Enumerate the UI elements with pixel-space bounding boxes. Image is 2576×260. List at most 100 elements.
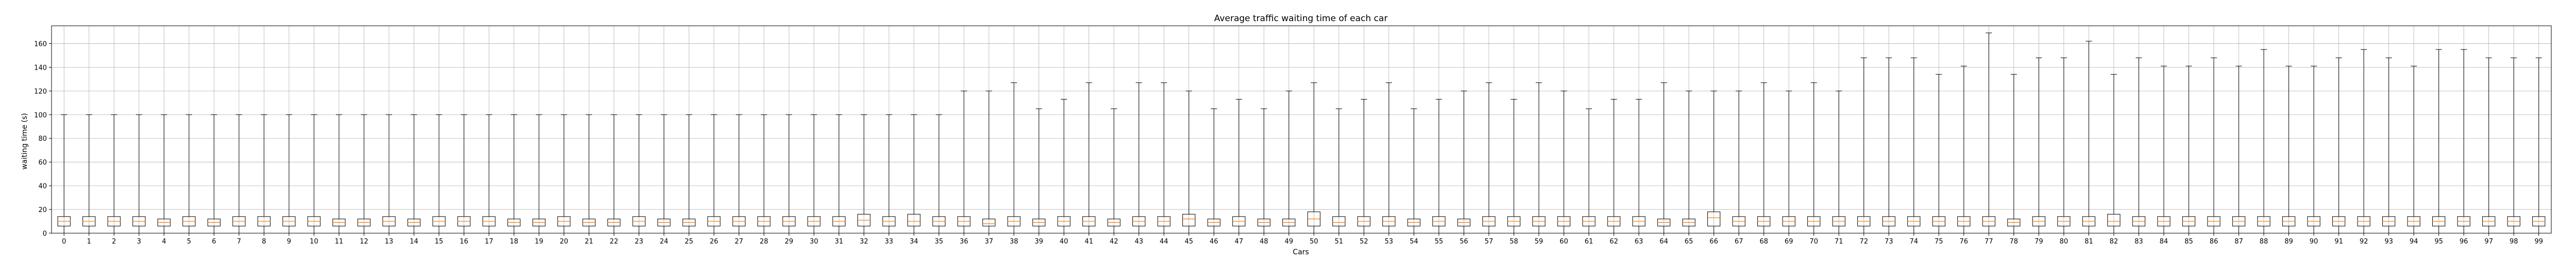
x-tick-label: 80 <box>2060 238 2069 246</box>
box-44 <box>1157 82 1171 234</box>
box-36 <box>957 90 971 234</box>
box-13 <box>382 114 396 234</box>
box-70 <box>1807 82 1821 234</box>
x-tick-label: 63 <box>1635 238 1643 246</box>
iqr-box <box>2107 214 2121 226</box>
x-tick-label: 93 <box>2384 238 2393 246</box>
x-tick-label: 83 <box>2134 238 2143 246</box>
x-tick-label: 76 <box>1960 238 1969 246</box>
box-39 <box>1032 108 1046 234</box>
box-35 <box>932 114 946 234</box>
box-12 <box>357 114 371 234</box>
x-tick-label: 34 <box>910 238 919 246</box>
box-65 <box>1682 90 1696 234</box>
box-45 <box>1182 90 1196 234</box>
x-tick-label: 11 <box>335 238 344 246</box>
x-tick-label: 42 <box>1110 238 1118 246</box>
box-72 <box>1857 57 1871 234</box>
x-tick-label: 26 <box>710 238 719 246</box>
box-9 <box>282 114 296 234</box>
iqr-box <box>907 214 921 226</box>
box-91 <box>2332 57 2346 234</box>
box-95 <box>2432 49 2446 234</box>
box-88 <box>2257 49 2270 234</box>
x-tick-label: 41 <box>1084 238 1093 246</box>
box-73 <box>1882 57 1895 234</box>
iqr-box <box>982 218 996 226</box>
y-tick-label: 120 <box>34 88 47 95</box>
box-56 <box>1457 90 1471 234</box>
x-tick-label: 75 <box>1935 238 1943 246</box>
box-6 <box>207 114 221 234</box>
box-71 <box>1832 90 1845 234</box>
x-tick-label: 24 <box>659 238 668 246</box>
box-42 <box>1107 108 1121 234</box>
x-tick-label: 86 <box>2210 238 2218 246</box>
box-19 <box>532 114 546 234</box>
box-41 <box>1082 82 1096 234</box>
box-93 <box>2382 57 2396 234</box>
boxes <box>57 32 2546 234</box>
box-25 <box>682 114 696 234</box>
plot-frame <box>51 25 2552 234</box>
x-tick-label: 85 <box>2184 238 2193 246</box>
y-tick-label: 40 <box>38 183 47 190</box>
y-tick-label: 80 <box>38 135 47 143</box>
box-33 <box>882 114 896 234</box>
box-80 <box>2057 57 2071 234</box>
x-tick-label: 15 <box>435 238 444 246</box>
x-tick-label: 2 <box>112 238 116 246</box>
box-14 <box>407 114 421 234</box>
x-tick-label: 82 <box>2110 238 2119 246</box>
box-16 <box>457 114 471 234</box>
x-tick-label: 20 <box>560 238 568 246</box>
box-22 <box>607 114 621 234</box>
box-89 <box>2282 66 2296 234</box>
x-tick-label: 50 <box>1310 238 1318 246</box>
x-tick-label: 18 <box>510 238 518 246</box>
x-tick-label: 40 <box>1060 238 1069 246</box>
y-axis-label: waiting time (s) <box>21 113 29 170</box>
box-59 <box>1532 82 1546 234</box>
box-5 <box>182 114 196 234</box>
x-tick-label: 66 <box>1709 238 1718 246</box>
x-tick-label: 0 <box>62 238 66 246</box>
x-tick-label: 87 <box>2234 238 2243 246</box>
box-47 <box>1232 99 1246 234</box>
iqr-box <box>1707 212 1721 226</box>
x-tick-label: 27 <box>735 238 743 246</box>
x-tick-label: 43 <box>1134 238 1143 246</box>
x-tick-label: 45 <box>1184 238 1193 246</box>
x-tick-label: 21 <box>585 238 594 246</box>
box-69 <box>1782 90 1795 234</box>
x-tick-label: 49 <box>1284 238 1293 246</box>
x-tick-label: 1 <box>87 238 91 246</box>
grid <box>52 26 2551 234</box>
box-82 <box>2107 74 2121 234</box>
x-tick-label: 31 <box>835 238 843 246</box>
x-tick-label: 97 <box>2484 238 2493 246</box>
y-tick-label: 0 <box>43 230 47 238</box>
x-tick-label: 74 <box>1909 238 1918 246</box>
box-11 <box>332 114 346 234</box>
box-98 <box>2507 57 2520 234</box>
x-tick-label: 67 <box>1735 238 1743 246</box>
box-21 <box>582 114 596 234</box>
box-83 <box>2132 57 2146 234</box>
x-tick-label: 91 <box>2334 238 2343 246</box>
x-tick-label: 54 <box>1410 238 1418 246</box>
x-tick-label: 8 <box>262 238 266 246</box>
box-4 <box>157 114 171 234</box>
x-tick-label: 5 <box>187 238 191 246</box>
box-34 <box>907 114 921 234</box>
x-tick-label: 70 <box>1809 238 1818 246</box>
box-3 <box>132 114 146 234</box>
box-38 <box>1007 82 1021 234</box>
x-tick-label: 33 <box>885 238 893 246</box>
box-31 <box>832 114 846 234</box>
x-tick-label: 95 <box>2434 238 2443 246</box>
x-tick-label: 22 <box>609 238 618 246</box>
chart-title: Average traffic waiting time of each car <box>1214 13 1388 24</box>
x-tick-label: 81 <box>2084 238 2093 246</box>
